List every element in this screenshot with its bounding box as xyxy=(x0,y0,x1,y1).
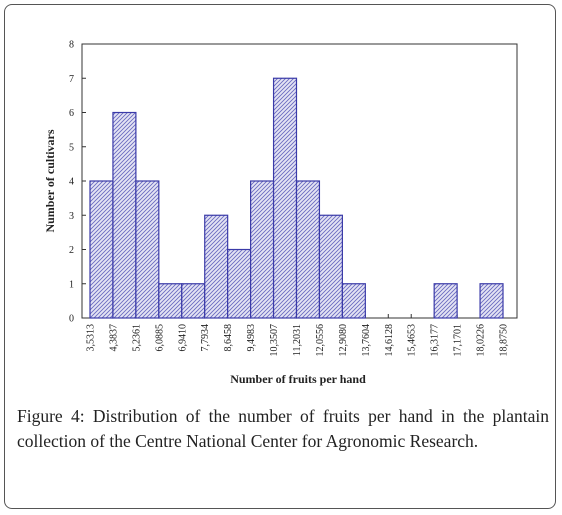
y-tick-label: 5 xyxy=(69,142,74,153)
y-axis-label: Number of cultivars xyxy=(43,129,57,232)
bar xyxy=(158,283,183,319)
x-tick-label: 6,9410 xyxy=(177,324,188,352)
figure-frame xyxy=(4,4,556,509)
y-tick-label: 7 xyxy=(69,74,74,85)
x-tick-label: 9,4983 xyxy=(246,324,257,352)
bar xyxy=(112,111,137,319)
x-tick-label: 11,2031 xyxy=(292,324,303,356)
x-tick-label: 4,3837 xyxy=(108,324,119,352)
x-tick-label: 16,3177 xyxy=(430,324,441,357)
bar xyxy=(204,214,229,319)
bar xyxy=(295,180,321,319)
x-tick-label: 3,5313 xyxy=(86,324,97,352)
x-tick-label: 17,1701 xyxy=(453,324,464,357)
bar xyxy=(250,180,275,319)
x-tick-label: 18,0226 xyxy=(476,324,487,357)
y-tick-label: 0 xyxy=(69,314,74,325)
x-tick-label: 5,2361 xyxy=(131,324,142,352)
bar xyxy=(181,283,206,319)
x-tick-label: 10,3507 xyxy=(269,324,280,357)
x-tick-label: 12,9080 xyxy=(338,324,349,357)
y-tick-label: 4 xyxy=(69,177,74,188)
caption: Figure 4: Distribution of the number of … xyxy=(17,406,549,451)
y-tick-label: 1 xyxy=(69,279,74,290)
x-tick-label: 18,8750 xyxy=(499,324,510,357)
bar xyxy=(272,77,298,319)
chart: Number of fruits per hand Number of cult… xyxy=(43,40,518,386)
x-axis-label: Number of fruits per hand xyxy=(230,372,366,386)
bar xyxy=(479,283,504,319)
y-tick-label: 8 xyxy=(69,40,74,51)
bar xyxy=(318,214,343,319)
bar xyxy=(227,248,252,319)
x-tick-label: 15,4653 xyxy=(407,324,418,357)
x-tick-label: 12,0556 xyxy=(315,324,326,357)
y-tick-label: 6 xyxy=(69,108,74,119)
x-tick-label: 13,7604 xyxy=(361,324,372,357)
bar xyxy=(433,283,458,319)
x-tick-label: 14,6128 xyxy=(384,324,395,357)
x-tick-label: 8,6458 xyxy=(223,324,234,352)
y-tick-label: 2 xyxy=(69,245,74,256)
y-tick-label: 3 xyxy=(69,211,74,222)
bar xyxy=(341,283,366,319)
x-tick-label: 7,7934 xyxy=(200,324,211,352)
bar xyxy=(89,180,114,319)
x-tick-label: 6,0885 xyxy=(154,324,165,352)
bar xyxy=(135,180,160,319)
